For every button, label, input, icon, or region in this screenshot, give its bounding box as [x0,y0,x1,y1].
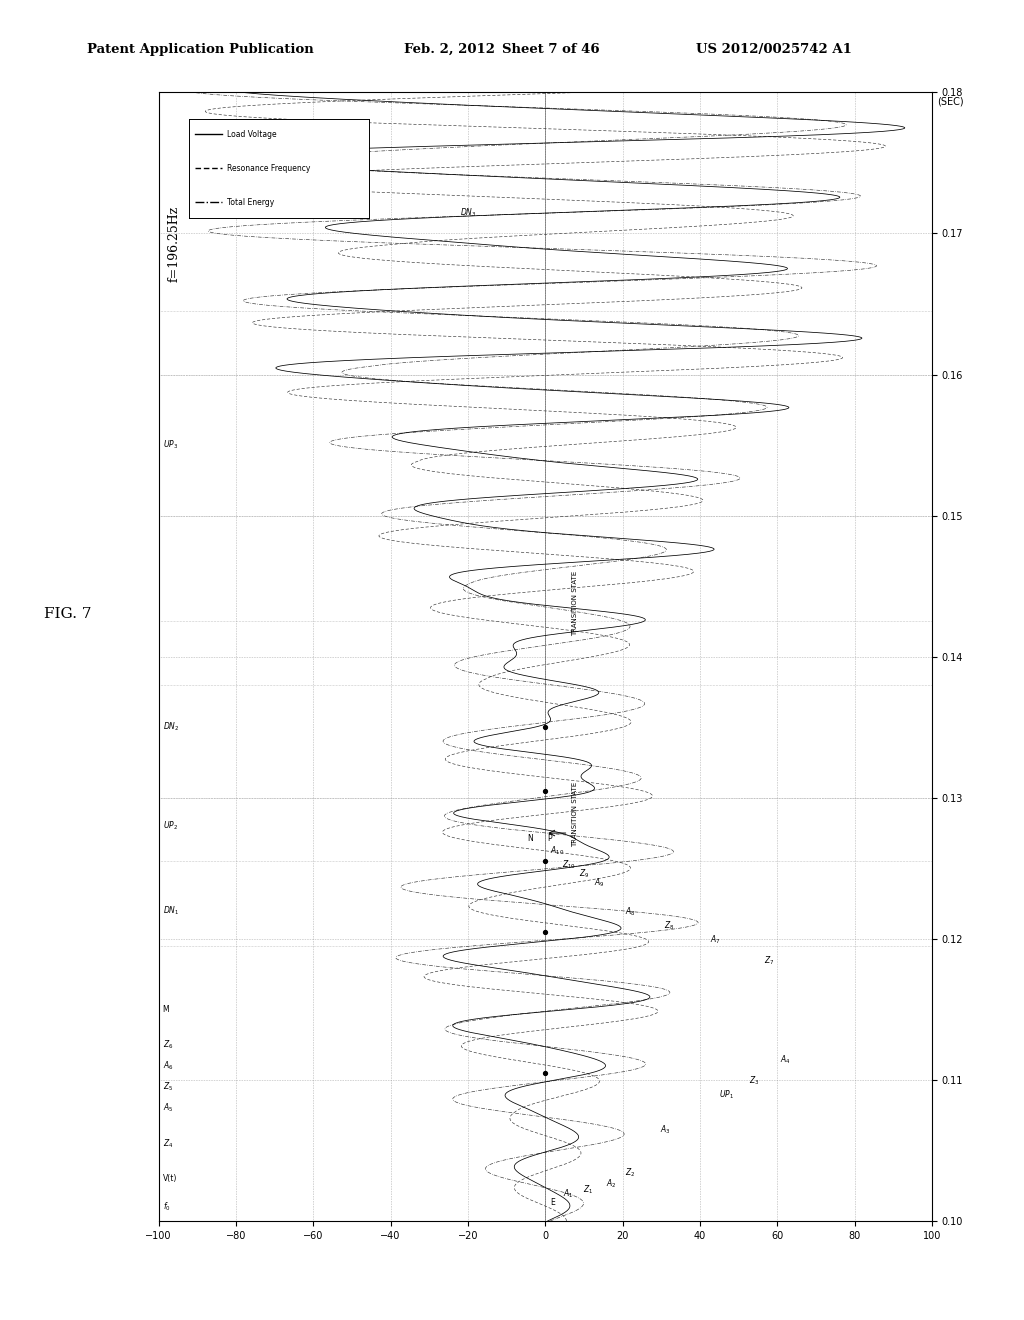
Text: $A_8$: $A_8$ [625,906,636,917]
Text: $Z_3$: $Z_3$ [749,1074,759,1086]
Text: Sheet 7 of 46: Sheet 7 of 46 [502,42,599,55]
Text: $Z_9$: $Z_9$ [579,867,589,879]
Text: $A_7$: $A_7$ [710,933,721,946]
Text: $Z_7$: $Z_7$ [764,954,775,968]
Text: Patent Application Publication: Patent Application Publication [87,42,313,55]
Text: Feb. 2, 2012: Feb. 2, 2012 [404,42,496,55]
Text: $A_5$: $A_5$ [163,1102,173,1114]
Text: $DN_1$: $DN_1$ [163,904,179,917]
Text: $Z_4$: $Z_4$ [163,1137,173,1150]
Text: N: N [527,834,532,843]
Text: FIG. 7: FIG. 7 [44,607,91,620]
Text: (SEC): (SEC) [937,96,964,107]
Text: $A_4$: $A_4$ [779,1053,791,1065]
Text: US 2012/0025742 A1: US 2012/0025742 A1 [696,42,852,55]
Text: $A_2$: $A_2$ [606,1177,616,1189]
Text: Load Voltage: Load Voltage [227,129,276,139]
Text: $UP_3$: $UP_3$ [163,438,178,451]
Text: TRANSITION STATE: TRANSITION STATE [572,570,579,635]
Text: Resonance Frequency: Resonance Frequency [227,164,310,173]
Text: E: E [551,1197,555,1206]
Text: V(t): V(t) [163,1175,177,1183]
Text: $A_9$: $A_9$ [594,876,605,890]
Text: $Z_1$: $Z_1$ [583,1183,593,1196]
Text: $A_3$: $A_3$ [659,1123,671,1137]
Text: $A_1$: $A_1$ [563,1187,573,1200]
Text: $Z_6$: $Z_6$ [163,1039,173,1051]
Text: $A_{10}$: $A_{10}$ [550,845,564,857]
Text: TRANSITION STATE: TRANSITION STATE [572,781,579,847]
Text: $UP_2$: $UP_2$ [163,820,177,832]
Text: $Z_2$: $Z_2$ [626,1166,636,1179]
Text: $DN_3$: $DN_3$ [460,207,476,219]
Text: Total Energy: Total Energy [227,198,274,207]
Text: $UP_1$: $UP_1$ [720,1089,734,1101]
Text: M: M [163,1005,169,1014]
Text: $DN_2$: $DN_2$ [163,721,179,734]
Text: $f_0$: $f_0$ [163,1201,170,1213]
Text: $A_6$: $A_6$ [163,1060,173,1072]
Text: P: P [547,834,552,843]
Text: $Z_5$: $Z_5$ [163,1081,173,1093]
Text: $Z_{10}$: $Z_{10}$ [561,858,575,871]
Text: $Z_8$: $Z_8$ [664,919,674,932]
Text: f=196.25Hz: f=196.25Hz [168,206,180,281]
